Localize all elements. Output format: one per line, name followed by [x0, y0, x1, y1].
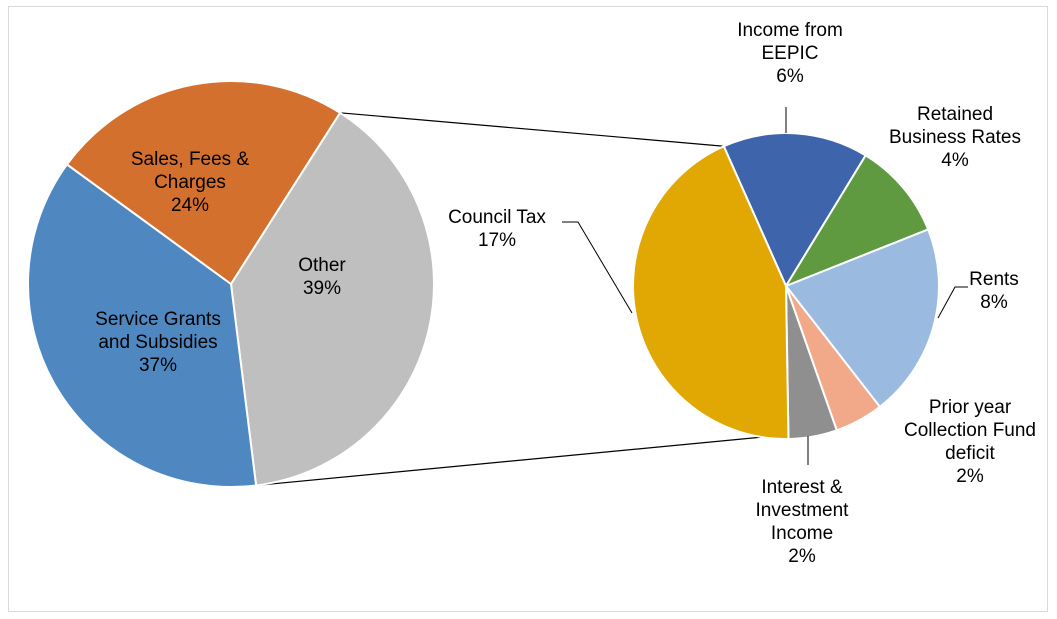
- secondary-label-retained-business-rates-line-1: Business Rates: [889, 127, 1021, 148]
- secondary-label-interest-investment-income-line-0: Interest &: [761, 477, 843, 498]
- secondary-label-rents-value: 8%: [980, 292, 1008, 313]
- secondary-label-retained-business-rates-line-0: Retained: [917, 104, 993, 125]
- secondary-label-interest-investment-income-value: 2%: [788, 546, 816, 567]
- primary-label-service-grants-and-subsidies-line-1: and Subsidies: [98, 332, 217, 353]
- secondary-label-council-tax-value: 17%: [478, 230, 516, 251]
- primary-label-service-grants-and-subsidies-value: 37%: [139, 355, 177, 376]
- primary-label-sales-fees-charges-value: 24%: [171, 195, 209, 216]
- primary-label-other-value: 39%: [303, 278, 341, 299]
- secondary-label-income-from-eepic-line-1: EEPIC: [761, 43, 818, 64]
- secondary-label-retained-business-rates-value: 4%: [941, 150, 969, 171]
- leader-line-council-tax: [562, 222, 632, 313]
- primary-label-other-line-0: Other: [298, 255, 346, 276]
- secondary-label-prior-year-collection-fund-deficit-line-2: deficit: [945, 443, 995, 464]
- secondary-label-rents-line-0: Rents: [969, 269, 1019, 290]
- leader-line-rents: [938, 287, 968, 318]
- secondary-label-prior-year-collection-fund-deficit-line-0: Prior year: [929, 397, 1012, 418]
- primary-label-service-grants-and-subsidies-line-0: Service Grants: [95, 309, 221, 330]
- connector-line-top: [340, 113, 724, 146]
- primary-label-sales-fees-charges-line-0: Sales, Fees &: [131, 149, 250, 170]
- primary-label-sales-fees-charges-line-1: Charges: [154, 172, 226, 193]
- secondary-label-income-from-eepic-line-0: Income from: [737, 20, 843, 41]
- secondary-label-prior-year-collection-fund-deficit-line-1: Collection Fund: [904, 420, 1036, 441]
- secondary-label-income-from-eepic-value: 6%: [776, 66, 804, 87]
- secondary-label-council-tax-line-0: Council Tax: [448, 207, 546, 228]
- secondary-label-interest-investment-income-line-1: Investment: [756, 500, 850, 521]
- secondary-label-interest-investment-income-line-2: Income: [771, 523, 833, 544]
- secondary-label-prior-year-collection-fund-deficit-value: 2%: [956, 466, 984, 487]
